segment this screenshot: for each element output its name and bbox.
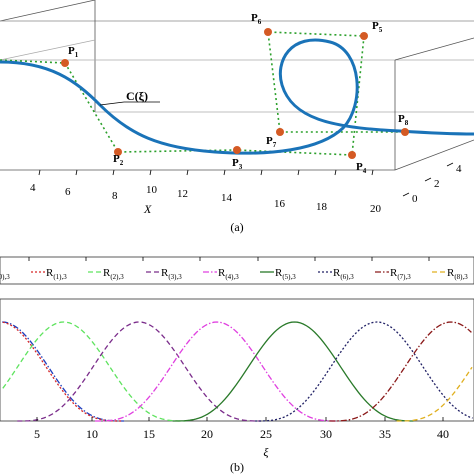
plot-frame-b: [0, 298, 474, 422]
legend-entry-6: R(6),3: [318, 267, 354, 281]
basis-curve-8: [396, 366, 473, 422]
z-axis-a: 0 2 4: [402, 162, 462, 205]
x-tick-a-5: 14: [221, 192, 233, 204]
legend-top-ticks: [28, 257, 430, 261]
legend-label-4: R(4),3: [218, 267, 239, 281]
basis-curve-4: [95, 321, 339, 422]
basis-curves: [2, 321, 473, 422]
x-tick-a-1: 6: [65, 186, 71, 198]
basis-curve-7: [329, 321, 472, 422]
caption-b: (b): [230, 460, 244, 474]
basis-curve-2: [2, 321, 186, 422]
basis-curve-1: [2, 321, 122, 422]
x-axis-b: 5 10 15 20 25 30 35 40 ξ: [34, 417, 449, 459]
basis-curve-0: [2, 321, 124, 422]
legend-entry-2: R(2),3: [88, 267, 124, 281]
p7-label: P7: [266, 135, 277, 149]
control-point-7: [276, 128, 284, 136]
x-tick-a-7: 18: [316, 201, 328, 213]
panel-a: C(ξ) P1 P2 P3 P4 P5 P6 P7 P8: [0, 0, 474, 234]
x-tick-b-3: 20: [201, 427, 213, 441]
legend: R(0),3 R(1),3 R(2),3 R(3),3 R(4),3 R(5),3 R(6)…: [0, 267, 468, 281]
curve-label: C(ξ): [126, 89, 148, 103]
legend-label-6: R(6),3: [333, 267, 354, 281]
legend-entry-7: R(7),3: [375, 267, 411, 281]
legend-label-3: R(3),3: [161, 267, 182, 281]
control-point-labels: P1 P2 P3 P4 P5 P6 P7 P8: [68, 12, 409, 175]
legend-entry-1: R(1),3: [31, 267, 67, 281]
control-point-3: [233, 146, 241, 154]
legend-box: [0, 256, 474, 285]
caption-a: (a): [230, 220, 243, 234]
basis-curve-6: [255, 321, 473, 422]
legend-entry-0: R(0),3: [0, 267, 10, 281]
legend-entry-8: R(8),3: [432, 267, 468, 281]
x-tick-a-3: 10: [146, 184, 158, 196]
legend-label-2: R(2),3: [103, 267, 124, 281]
p6-label: P6: [251, 12, 262, 26]
control-points: [61, 28, 409, 159]
legend-label-0: R(0),3: [0, 267, 10, 281]
x-axis-label-a: X: [143, 202, 152, 216]
legend-label-1: R(1),3: [46, 267, 67, 281]
x-axis-label-b: ξ: [263, 445, 269, 459]
p5-label: P5: [372, 20, 383, 34]
p8-label: P8: [398, 113, 409, 127]
x-tick-b-7: 40: [437, 427, 449, 441]
p4-label: P4: [356, 161, 367, 175]
x-tick-a-4: 12: [177, 188, 188, 200]
p3-label: P3: [232, 157, 243, 171]
z-tick-0: 0: [412, 193, 418, 205]
z-tick-2: 4: [456, 163, 462, 175]
legend-label-7: R(7),3: [390, 267, 411, 281]
basis-curve-3: [17, 321, 261, 422]
legend-label-5: R(5),3: [275, 267, 296, 281]
x-tick-b-4: 25: [260, 427, 272, 441]
x-tick-b-5: 30: [320, 427, 332, 441]
z-tick-1: 2: [434, 178, 440, 190]
control-point-1: [61, 59, 69, 67]
x-tick-b-1: 10: [86, 427, 98, 441]
control-point-2: [114, 148, 122, 156]
x-axis-a: 4 6 8 10 12 14 16 18 20 X: [30, 169, 382, 216]
curve-label-leader: [99, 101, 125, 106]
x-tick-a-6: 16: [274, 198, 286, 210]
control-polygon: [0, 31, 405, 156]
legend-label-8: R(8),3: [447, 267, 468, 281]
legend-entry-4: R(4),3: [203, 267, 239, 281]
p2-label: P2: [113, 153, 124, 167]
control-point-6: [264, 28, 272, 36]
control-point-5: [360, 32, 368, 40]
legend-entry-3: R(3),3: [146, 267, 182, 281]
x-tick-a-8: 20: [370, 203, 382, 215]
legend-entry-5: R(5),3: [260, 267, 296, 281]
x-tick-b-2: 15: [143, 427, 155, 441]
curve-c-xi: [0, 38, 474, 155]
control-point-8: [401, 128, 409, 136]
x-tick-b-6: 35: [379, 427, 391, 441]
x-tick-b-0: 5: [34, 427, 40, 441]
panel-b: R(0),3 R(1),3 R(2),3 R(3),3 R(4),3 R(5),3 R(6)…: [0, 256, 474, 474]
x-tick-a-2: 8: [112, 190, 118, 202]
control-point-4: [348, 151, 356, 159]
p1-label: P1: [68, 45, 79, 59]
box-frame: [0, 0, 474, 171]
x-tick-a-0: 4: [30, 182, 36, 194]
